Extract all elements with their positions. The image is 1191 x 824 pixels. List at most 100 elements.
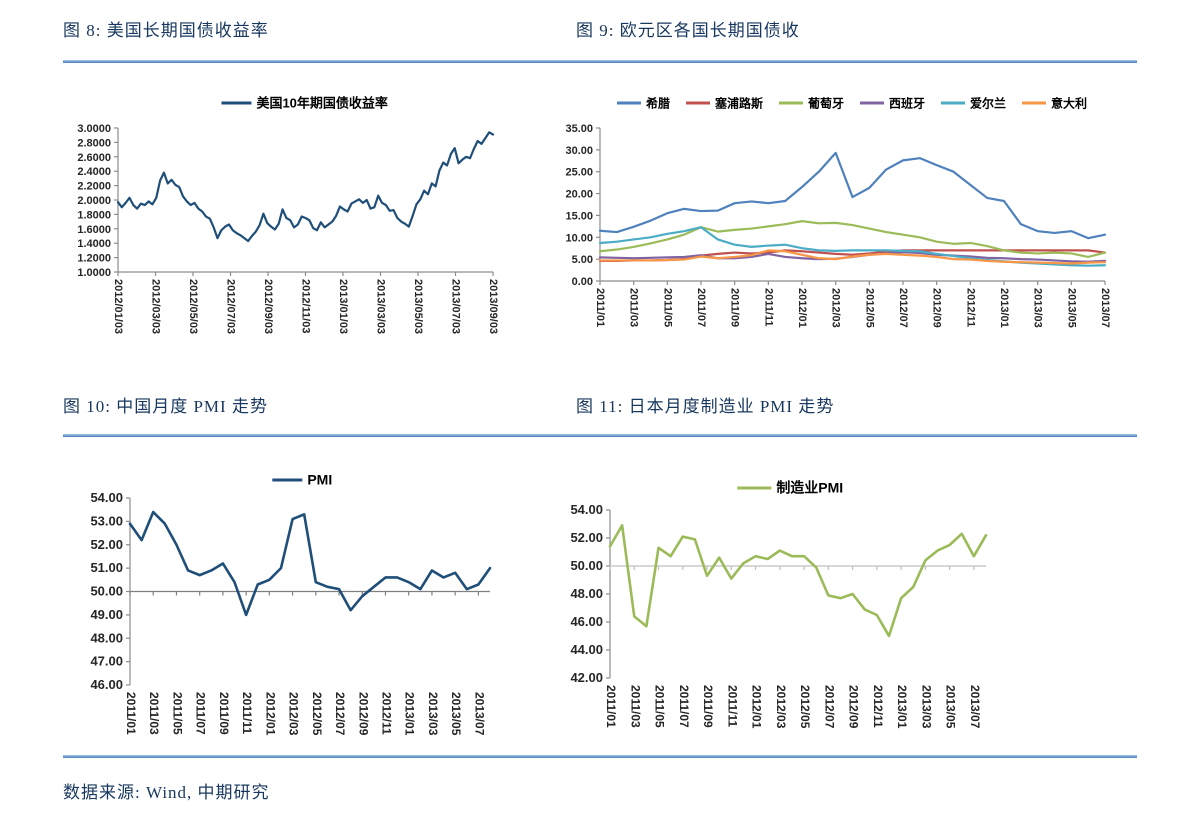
x-tick-label: 2011/07 (695, 288, 707, 327)
x-tick-label: 2011/01 (124, 692, 138, 735)
legend-label: 美国10年期国债收益率 (256, 96, 387, 111)
divider-bottom (63, 755, 1137, 758)
x-tick-label: 2012/01 (263, 692, 277, 736)
x-tick-label: 2013/05 (449, 692, 463, 736)
x-tick-label: 2011/07 (194, 692, 208, 735)
x-tick-label: 2011/09 (701, 685, 715, 728)
x-tick-label: 2011/05 (661, 288, 673, 327)
y-tick-label: 30.00 (565, 145, 593, 157)
x-tick-label: 2012/07/03 (225, 279, 237, 334)
y-tick-label: 15.00 (565, 210, 593, 222)
x-tick-label: 2013/05 (1065, 288, 1077, 328)
x-tick-label: 2013/03 (919, 685, 933, 729)
series-line (598, 151, 1107, 240)
y-tick-label: 10.00 (565, 232, 593, 244)
japan-manufacturing-pmi-svg: 54.0052.0050.0048.0046.0044.0042.002011/… (570, 480, 988, 729)
divider-top (63, 60, 1137, 63)
x-tick-label: 2013/03 (426, 692, 440, 736)
x-tick-label: 2013/03 (1032, 288, 1044, 328)
legend-label: PMI (307, 472, 332, 488)
x-tick-label: 2011/09 (729, 288, 741, 327)
x-tick-label: 2012/01 (796, 288, 808, 328)
y-tick-label: 5.00 (572, 254, 593, 266)
figure-10-caption: 图 10: 中国月度 PMI 走势 (63, 397, 268, 416)
y-tick-label: 42.00 (570, 670, 603, 685)
x-tick-label: 2012/07 (897, 288, 909, 328)
us-10y-treasury-yield-chart: 3.0000 2.8000 2.6000 2.4000 2.2000 2.0000 1.80… (40, 85, 520, 375)
x-tick-label: 2012/11 (379, 692, 393, 735)
eurozone-bond-yields-chart: 35.00 30.00 25.00 20.00 15.00 10.00 5.00 0.00 20… (558, 85, 1168, 375)
x-tick-label: 2012/09 (847, 685, 861, 729)
x-tick-label: 2013/07 (472, 692, 486, 736)
y-tick-label: 25.00 (565, 167, 593, 179)
y-tick-label: 48.00 (90, 630, 123, 645)
figure-9-caption: 图 9: 欧元区各国长期国债收 (576, 21, 800, 40)
x-tick-label: 2013/05 (944, 685, 958, 729)
x-tick-label: 2012/01 (750, 685, 764, 729)
legend-label: 西班牙 (889, 96, 925, 111)
x-tick-label: 2011/03 (628, 685, 642, 728)
x-tick-label: 2012/09 (931, 288, 943, 328)
y-tick-label: 2.2000 (77, 181, 111, 193)
x-tick-label: 2012/09/03 (262, 279, 274, 334)
series-line (598, 220, 1107, 259)
y-tick-label: 54.00 (570, 502, 603, 517)
eurozone-long-term-bond-yields-svg: 35.0030.0025.0020.0015.0010.005.000.0020… (565, 96, 1111, 328)
y-tick-label: 1.4000 (77, 238, 111, 250)
x-tick-label: 2011/11 (725, 685, 739, 727)
y-tick-label: 2.6000 (77, 152, 111, 164)
legend-label: 葡萄牙 (807, 96, 844, 111)
y-tick-label: 1.8000 (77, 209, 111, 221)
x-tick-label: 2011/11 (240, 692, 254, 734)
y-tick-label: 48.00 (570, 586, 603, 601)
x-tick-label: 2012/05 (863, 288, 875, 328)
legend-label: 希腊 (645, 96, 670, 111)
y-tick-label: 51.00 (90, 560, 123, 575)
x-tick-label: 2013/07 (968, 685, 982, 729)
y-tick-label: 44.00 (570, 642, 603, 657)
x-tick-label: 2012/05/03 (187, 279, 199, 334)
series-line (598, 249, 1107, 265)
legend-label: 意大利 (1051, 96, 1087, 111)
y-tick-label: 46.00 (90, 677, 123, 692)
x-tick-label: 2012/03 (774, 685, 788, 729)
x-tick-label: 2013/05/03 (412, 279, 424, 334)
y-tick-label: 52.00 (90, 537, 123, 552)
x-tick-label: 2013/07/03 (450, 279, 462, 334)
x-tick-label: 2013/01 (403, 692, 417, 736)
x-tick-label: 2012/03 (830, 288, 842, 328)
data-source-note: 数据来源: Wind, 中期研究 (63, 783, 270, 802)
x-tick-label: 2013/01 (998, 288, 1010, 328)
y-tick-label: 49.00 (90, 607, 123, 622)
x-tick-label: 2011/05 (170, 692, 184, 735)
divider-middle (63, 434, 1137, 437)
y-tick-label: 35.00 (565, 123, 593, 135)
x-tick-label: 2013/09/03 (487, 279, 499, 334)
x-tick-label: 2011/01 (594, 288, 606, 327)
x-tick-label: 2012/07 (333, 692, 347, 736)
y-tick-label: 2.4000 (77, 166, 111, 178)
y-tick-label: 2.8000 (77, 137, 111, 149)
x-tick-label: 2013/07 (1099, 288, 1111, 328)
x-tick-label: 2011/09 (217, 692, 231, 735)
us-10y-treasury-yield-svg: 3.0000 2.8000 2.6000 2.4000 2.2000 2.0000 1.80… (77, 96, 499, 335)
x-tick-label: 2011/07 (677, 685, 691, 728)
y-tick-label: 1.0000 (77, 267, 111, 279)
figure-8-caption: 图 8: 美国长期国债收益率 (63, 21, 269, 40)
series-line (128, 510, 492, 617)
x-tick-label: 2012/03/03 (150, 279, 162, 334)
china-monthly-pmi-svg: 54.00 53.00 52.00 51.00 50.00 49.00 48.00 47.00… (90, 472, 492, 736)
x-tick-label: 2011/01 (604, 685, 618, 728)
x-tick-label: 2012/09 (356, 692, 370, 736)
y-tick-label: 53.00 (90, 513, 123, 528)
y-tick-label: 20.00 (565, 189, 593, 201)
legend-label: 爱尔兰 (970, 96, 1006, 111)
y-tick-label: 52.00 (570, 530, 603, 545)
series-line (116, 131, 495, 243)
x-tick-label: 2011/11 (762, 288, 774, 327)
legend-label: 塞浦路斯 (715, 96, 763, 111)
x-tick-label: 2013/03/03 (375, 279, 387, 334)
x-tick-label: 2012/11/03 (300, 279, 312, 333)
x-tick-label: 2011/05 (653, 685, 667, 728)
